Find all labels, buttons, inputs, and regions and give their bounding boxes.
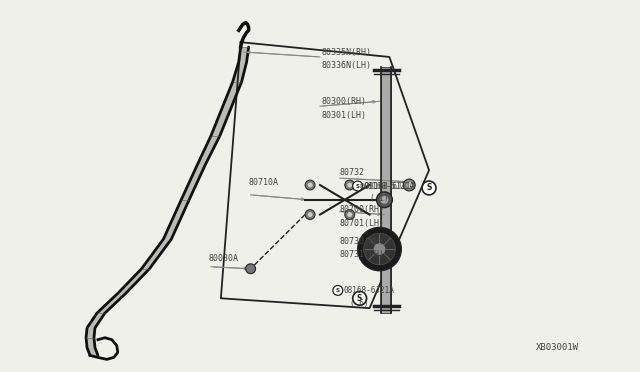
Text: 80301(LH): 80301(LH) [322,110,367,119]
Circle shape [374,243,385,255]
Polygon shape [197,136,220,165]
Text: 80030A: 80030A [209,254,239,263]
Polygon shape [239,47,248,62]
Text: 80730(RH): 80730(RH) [340,237,385,246]
Text: ®08168-6J21A: ®08168-6J21A [360,182,415,190]
Polygon shape [223,81,242,106]
Polygon shape [118,269,150,294]
Circle shape [403,179,415,191]
Text: 80731(LH): 80731(LH) [340,250,385,259]
Text: ( 6): ( 6) [349,299,368,308]
Polygon shape [211,106,232,136]
Text: 80300(RH): 80300(RH) [322,97,367,106]
Circle shape [345,210,355,219]
Text: S: S [426,183,432,192]
Polygon shape [381,67,392,313]
Text: ( 1): ( 1) [369,194,388,203]
Text: 08168-6J21A: 08168-6J21A [344,286,395,295]
Polygon shape [163,200,189,239]
Circle shape [376,192,392,208]
Circle shape [353,291,367,305]
Circle shape [305,210,315,219]
Text: 80335N(RH): 80335N(RH) [322,48,372,57]
Polygon shape [141,239,172,269]
Text: S: S [356,183,360,189]
Polygon shape [97,294,125,313]
Text: 80700(RH): 80700(RH) [340,205,385,214]
Circle shape [380,196,388,204]
Polygon shape [87,313,105,328]
Polygon shape [86,338,95,347]
Circle shape [345,180,355,190]
Text: 80336N(LH): 80336N(LH) [322,61,372,70]
Text: XB03001W: XB03001W [536,343,579,352]
Text: 80701(LH): 80701(LH) [340,219,385,228]
Circle shape [348,183,352,187]
Circle shape [353,181,363,191]
Circle shape [246,264,255,274]
Text: 80710A: 80710A [248,177,278,187]
Polygon shape [181,165,205,200]
Text: 08168-6J21A: 08168-6J21A [364,182,415,190]
Circle shape [308,212,312,217]
Polygon shape [87,347,98,355]
Text: S: S [357,294,362,303]
Circle shape [333,285,343,295]
Circle shape [406,182,412,188]
Polygon shape [233,62,246,81]
Circle shape [348,212,352,217]
Circle shape [358,227,401,271]
Circle shape [422,181,436,195]
Circle shape [364,233,396,265]
Circle shape [308,183,312,187]
Circle shape [380,195,389,205]
Circle shape [305,180,315,190]
Circle shape [382,197,387,202]
Text: 80732: 80732 [340,168,365,177]
Text: S: S [336,288,340,293]
Polygon shape [86,328,95,338]
